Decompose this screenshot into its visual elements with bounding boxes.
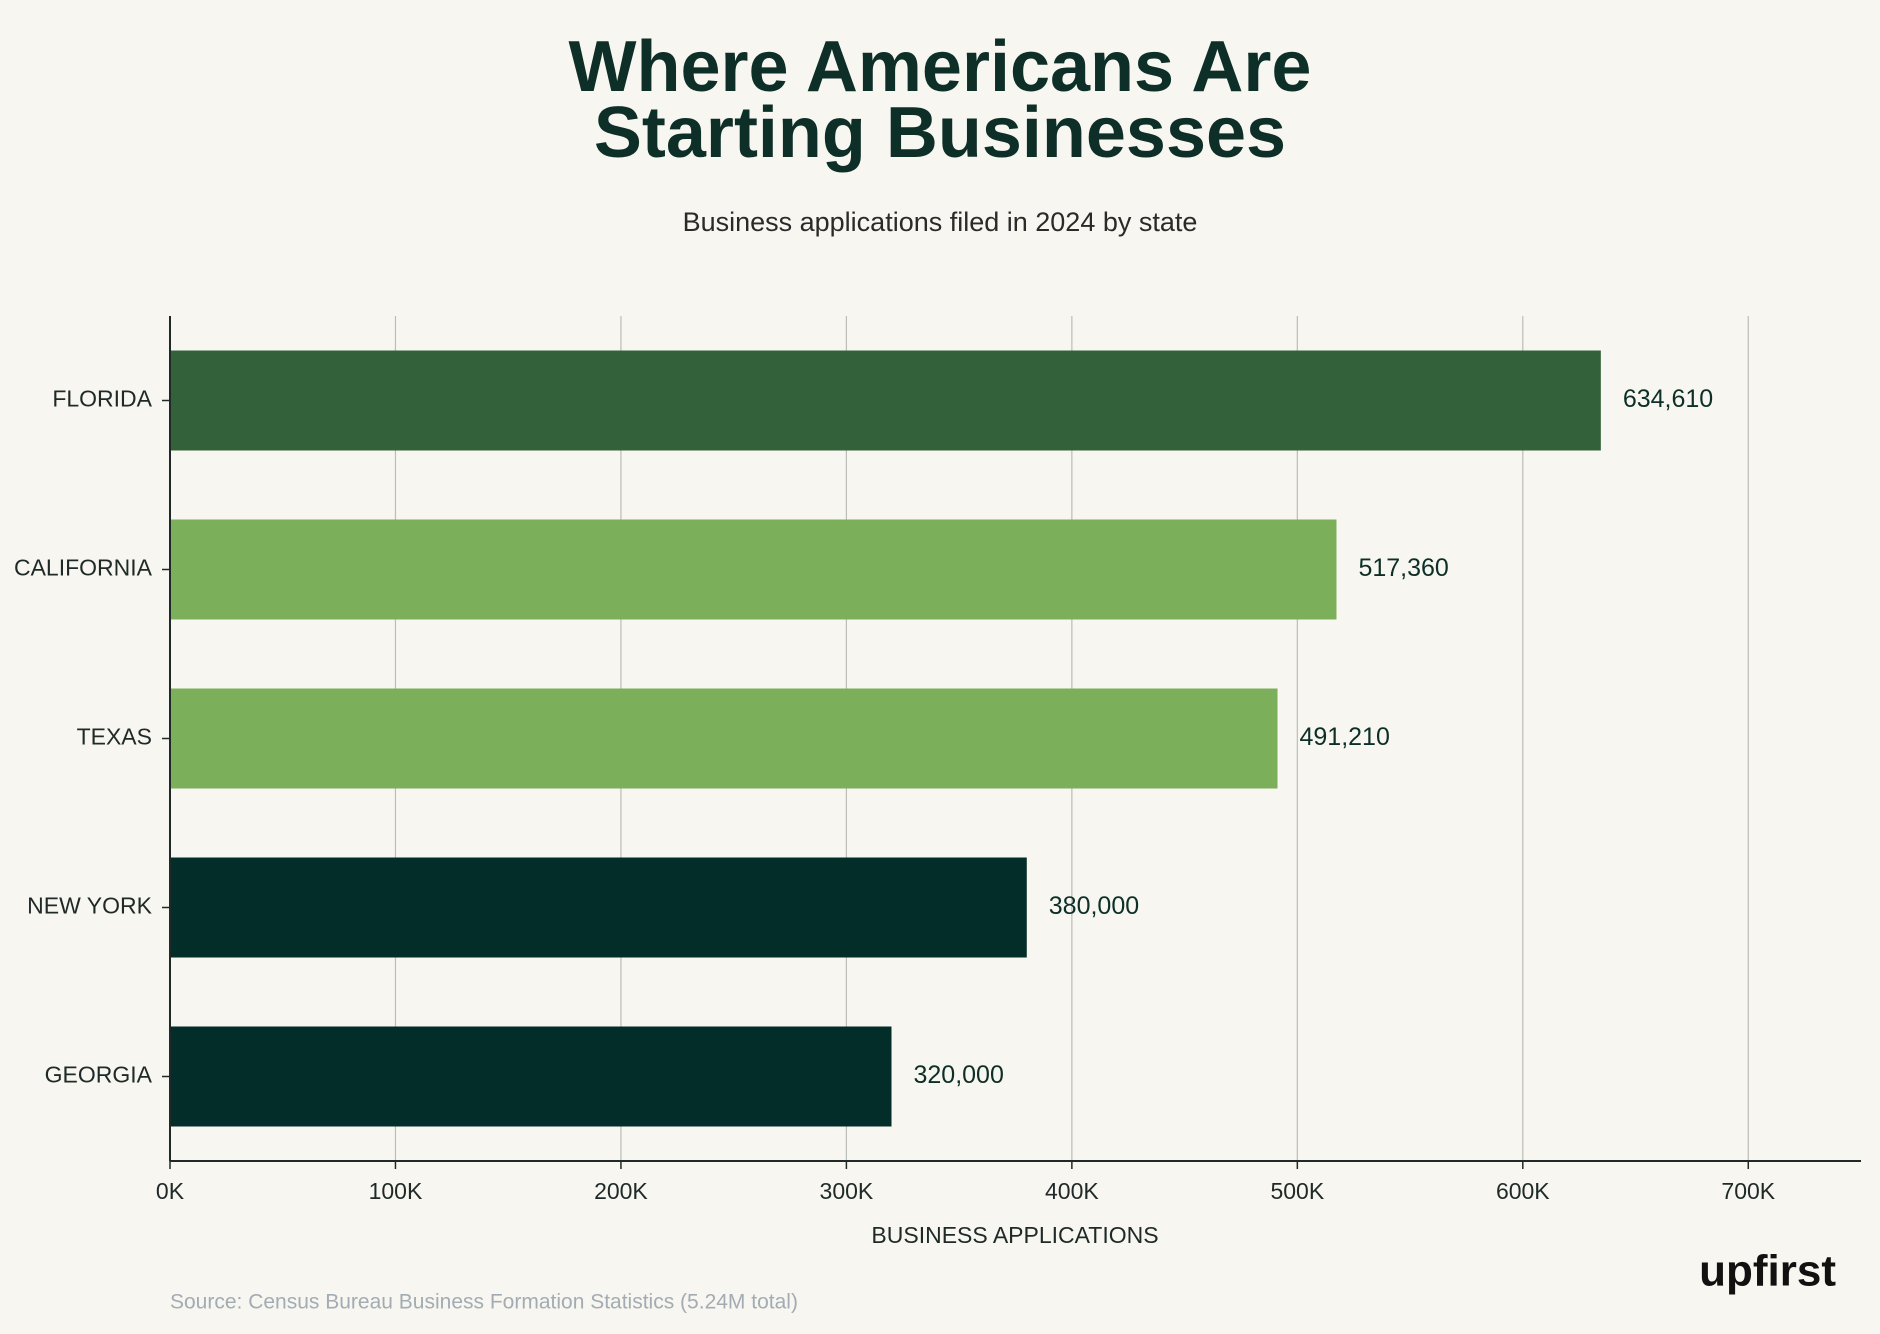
value-label: 517,360 [1358, 554, 1448, 582]
x-tick-label: 400K [1045, 1178, 1099, 1204]
bar [170, 1026, 892, 1127]
y-tick-label: FLORIDA [52, 386, 152, 412]
chart-title: Where Americans Are [569, 27, 1312, 107]
x-tick-label: 500K [1270, 1178, 1324, 1204]
x-tick-label: 200K [594, 1178, 648, 1204]
y-tick-label: TEXAS [77, 724, 152, 750]
x-axis-label: BUSINESS APPLICATIONS [871, 1222, 1158, 1248]
value-label: 491,210 [1300, 723, 1390, 751]
x-tick-label: 100K [369, 1178, 423, 1204]
value-label: 380,000 [1049, 892, 1139, 920]
x-tick-label: 700K [1721, 1178, 1775, 1204]
chart-subtitle: Business applications filed in 2024 by s… [683, 207, 1198, 237]
bar [170, 688, 1278, 789]
y-tick-label: GEORGIA [45, 1062, 153, 1088]
bar [170, 350, 1601, 451]
bar [170, 519, 1337, 620]
y-tick-label: NEW YORK [27, 893, 152, 919]
chart-title: Starting Businesses [594, 93, 1286, 173]
x-tick-label: 300K [820, 1178, 874, 1204]
logo: upfirst [1699, 1247, 1836, 1296]
x-tick-label: 600K [1496, 1178, 1550, 1204]
value-label: 634,610 [1623, 385, 1713, 413]
value-label: 320,000 [913, 1061, 1003, 1089]
source: Source: Census Bureau Business Formation… [170, 1291, 798, 1314]
bar [170, 857, 1027, 958]
y-tick-label: CALIFORNIA [14, 555, 153, 581]
x-tick-label: 0K [156, 1178, 185, 1204]
